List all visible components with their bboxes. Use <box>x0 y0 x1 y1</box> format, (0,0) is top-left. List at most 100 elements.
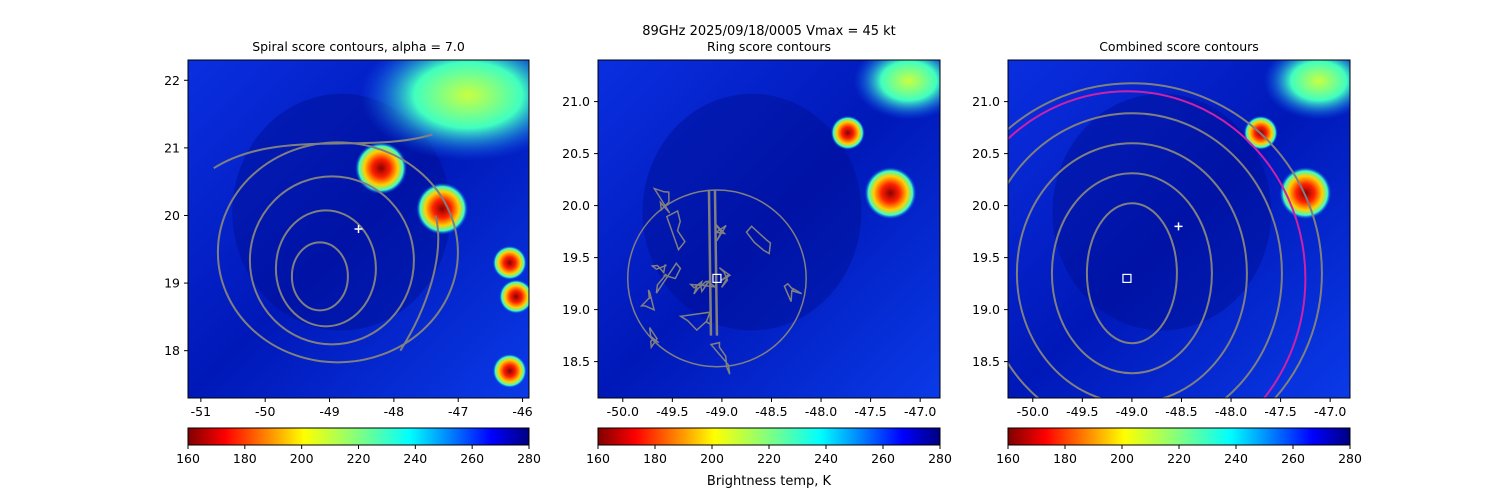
cloud-band <box>1263 60 1350 120</box>
panel-2: Ring score contours -50.0 -49.5 -49.0 -48.5 -… <box>562 39 952 466</box>
colorbar-tick-label: 280 <box>1338 451 1362 466</box>
cloud-band <box>853 60 940 120</box>
colorbar-tick-label: 280 <box>517 451 541 466</box>
plot-area <box>1008 60 1350 398</box>
colorbar-gradient <box>187 427 530 446</box>
colorbar-gradient <box>597 427 941 446</box>
colorbar-tick-label: 180 <box>233 451 257 466</box>
contour-line <box>688 279 710 294</box>
ring-circle <box>1008 90 1307 398</box>
y-tick-label: 22 <box>164 73 180 88</box>
colorbar-tick-label: 220 <box>347 451 371 466</box>
y-tick-label: 19.0 <box>972 302 1000 317</box>
cold-spot-2 <box>416 182 469 235</box>
colorbar-gradient <box>1007 427 1351 446</box>
contour-line <box>1015 142 1248 398</box>
cold-spot-5 <box>492 353 527 388</box>
y-tick-label: 21 <box>164 140 180 155</box>
colorbar-tick-label: 180 <box>643 451 667 466</box>
y-tick-label: 19.0 <box>562 302 590 317</box>
colorbar-tick-label: 240 <box>1224 451 1248 466</box>
contour-line <box>678 311 712 332</box>
center-plus-marker <box>1174 222 1183 231</box>
colorbar-tick-label: 160 <box>586 451 610 466</box>
contour-line <box>650 264 667 275</box>
x-tick-label: -47 <box>448 404 468 419</box>
panel-title: Combined score contours <box>1099 39 1259 54</box>
x-tick-label: -51 <box>191 404 211 419</box>
y-tick-label: 20.0 <box>972 198 1000 213</box>
y-tick-label: 20.5 <box>562 146 590 161</box>
colorbar-tick-label: 160 <box>996 451 1020 466</box>
x-tick-label: -49.5 <box>656 404 688 419</box>
panel-1: Spiral score contours, alpha = 7.0 -51 -50… <box>164 39 541 466</box>
contour-line <box>1050 172 1213 375</box>
colorbar-tick-label: 260 <box>1281 451 1305 466</box>
y-tick-label: 19.5 <box>562 250 590 265</box>
y-tick-label: 18.5 <box>972 354 1000 369</box>
contour-line <box>718 267 732 288</box>
plot-area <box>188 60 529 398</box>
colorbar-tick-label: 160 <box>176 451 200 466</box>
x-tick-label: -49.5 <box>1066 404 1098 419</box>
colorbar-tick-label: 260 <box>460 451 484 466</box>
x-tick-label: -49.0 <box>706 404 738 419</box>
x-tick-label: -48 <box>384 404 404 419</box>
axes-frame <box>1007 59 1351 399</box>
contour-line <box>709 341 731 375</box>
panel-title: Spiral score contours, alpha = 7.0 <box>252 39 465 54</box>
colorbar-tick-label: 240 <box>814 451 838 466</box>
y-tick-label: 21.0 <box>972 94 1000 109</box>
center-plus-marker <box>354 225 363 233</box>
x-tick-label: -49.0 <box>1116 404 1148 419</box>
y-tick-label: 20.0 <box>562 198 590 213</box>
colorbar-tick-label: 200 <box>290 451 314 466</box>
contour-line <box>665 209 686 252</box>
y-tick-label: 20.5 <box>972 146 1000 161</box>
colorbar-label: Brightness temp, K <box>707 474 832 489</box>
y-tick-label: 19.5 <box>972 250 1000 265</box>
x-tick-label: -46 <box>512 404 532 419</box>
contour-line <box>639 289 656 312</box>
contour-line <box>290 241 349 312</box>
contour-line <box>213 133 433 170</box>
colorbar: 160 180 200 220 240 260 280 <box>996 427 1362 466</box>
x-tick-label: -48.0 <box>805 404 837 419</box>
plot-area <box>598 60 940 398</box>
contour-line <box>707 189 719 336</box>
x-tick-label: -47.0 <box>904 404 936 419</box>
x-tick-label: -48.0 <box>1215 404 1247 419</box>
contour-line <box>783 282 803 302</box>
y-tick-label: 19 <box>164 276 180 291</box>
colorbar-tick-label: 280 <box>928 451 952 466</box>
contour-line <box>652 187 671 214</box>
cold-spot-2 <box>1279 167 1332 220</box>
x-tick-label: -47.5 <box>1264 404 1296 419</box>
figure-suptitle: 89GHz 2025/09/18/0005 Vmax = 45 kt <box>642 24 896 39</box>
contour-line <box>714 222 727 242</box>
colorbar-tick-label: 200 <box>700 451 724 466</box>
x-tick-label: -50.0 <box>607 404 639 419</box>
panel-title: Ring score contours <box>707 39 831 54</box>
colorbar: 160 180 200 220 240 260 280 <box>176 427 541 466</box>
colorbar-tick-label: 240 <box>403 451 427 466</box>
cloud-band <box>360 60 529 162</box>
x-tick-label: -50.0 <box>1017 404 1049 419</box>
center-square-marker <box>712 273 722 283</box>
contour-line <box>216 141 459 364</box>
colorbar-tick-label: 220 <box>757 451 781 466</box>
axes-frame <box>597 59 941 399</box>
axes-frame <box>187 59 530 399</box>
contour-line <box>1008 82 1323 398</box>
heatmap-core <box>1052 93 1272 331</box>
colorbar-tick-label: 180 <box>1053 451 1077 466</box>
contour-line <box>274 209 377 328</box>
y-tick-label: 20 <box>164 208 180 223</box>
contour-line <box>248 175 415 346</box>
x-tick-label: -47.0 <box>1314 404 1346 419</box>
colorbar-tick-label: 220 <box>1167 451 1191 466</box>
y-tick-label: 18.5 <box>562 354 590 369</box>
contour-line <box>655 262 682 294</box>
cold-spot-1 <box>830 115 865 150</box>
